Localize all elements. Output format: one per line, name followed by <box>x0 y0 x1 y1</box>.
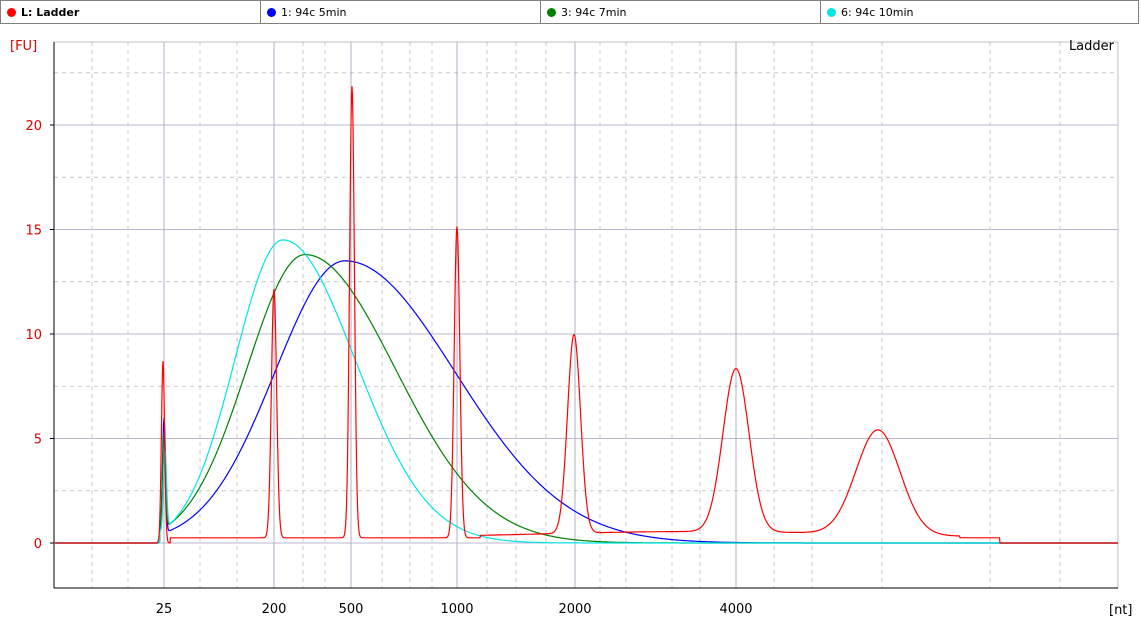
plot-area <box>53 41 1119 589</box>
legend-item-sample-6[interactable]: 6: 94c 10min <box>821 1 1138 23</box>
y-tick-label: 5 <box>34 433 42 448</box>
legend-label: 6: 94c 10min <box>841 5 914 19</box>
x-tick-label: 200 <box>262 602 287 617</box>
series-lines <box>55 86 1118 544</box>
y-axis-unit-label: [FU] <box>10 39 37 54</box>
legend-dot-icon <box>547 7 556 17</box>
legend-bar: L: Ladder 1: 94c 5min 3: 94c 7min 6: 94c… <box>0 0 1139 24</box>
y-tick-label: 20 <box>25 119 42 134</box>
y-tick-label: 0 <box>34 537 42 552</box>
legend-label: 1: 94c 5min <box>281 5 347 19</box>
legend-label: 3: 94c 7min <box>561 5 627 19</box>
x-axis-unit-label: [nt] <box>1109 603 1132 618</box>
x-tick-label: 2000 <box>558 602 591 617</box>
legend-dot-icon <box>267 7 276 17</box>
legend-dot-icon <box>827 7 836 17</box>
y-tick-label: 10 <box>25 328 42 343</box>
chart-title: Ladder <box>1069 39 1115 54</box>
legend-label: L: Ladder <box>21 5 80 19</box>
x-tick-label: 25 <box>156 602 173 617</box>
axes: 0 5 10 15 20 25 200 500 1000 2000 4000 <box>25 41 1119 617</box>
y-tick-label: 15 <box>25 224 42 239</box>
legend-dot-icon <box>7 7 16 17</box>
legend-item-sample-3[interactable]: 3: 94c 7min <box>541 1 821 23</box>
series-line-ladder <box>55 86 1118 544</box>
grid-lines <box>54 42 1118 588</box>
legend-item-ladder[interactable]: L: Ladder <box>1 1 261 23</box>
x-tick-label: 500 <box>339 602 364 617</box>
series-line-94c-10min <box>55 239 1118 544</box>
x-tick-label: 4000 <box>719 602 752 617</box>
legend-item-sample-1[interactable]: 1: 94c 5min <box>261 1 541 23</box>
x-tick-label: 1000 <box>440 602 473 617</box>
